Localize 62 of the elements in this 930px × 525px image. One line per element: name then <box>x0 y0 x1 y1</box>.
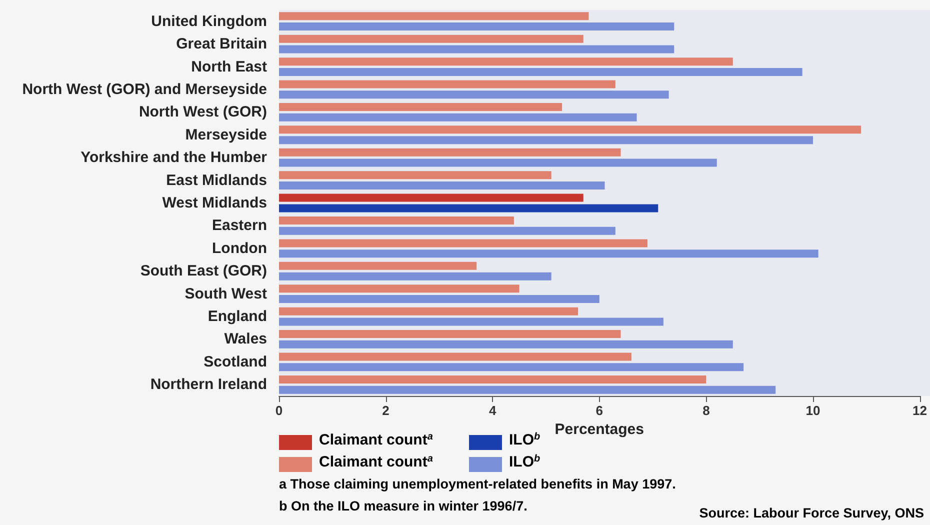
bar <box>279 272 552 280</box>
bar <box>279 352 632 361</box>
x-tick-label: 8 <box>702 403 710 418</box>
y-tick-label: London <box>212 240 267 257</box>
y-tick-label: Great Britain <box>176 36 267 53</box>
y-tick-label: United Kingdom <box>151 12 267 30</box>
bar <box>279 250 818 258</box>
y-tick-label: North East <box>191 58 268 76</box>
bar <box>279 375 706 384</box>
bar <box>279 113 637 122</box>
bar <box>279 363 744 372</box>
bar <box>279 58 733 66</box>
bar <box>279 158 717 167</box>
bar <box>279 239 648 248</box>
y-tick-label: Eastern <box>212 217 267 234</box>
bar <box>279 126 862 134</box>
y-tick-label: England <box>208 308 267 326</box>
x-tick-label: 0 <box>275 403 283 418</box>
bar <box>279 45 674 54</box>
bar <box>279 262 477 270</box>
bar <box>279 386 776 394</box>
bar <box>279 330 621 338</box>
x-tick-label: 6 <box>596 403 603 418</box>
bar <box>279 12 589 20</box>
y-tick-label: Yorkshire and the Humber <box>80 149 268 166</box>
bar <box>279 340 733 348</box>
bar <box>279 295 600 304</box>
bar <box>279 136 813 144</box>
text: b On the ILO measure in winter 1996/7. <box>279 498 528 514</box>
bar <box>279 34 584 43</box>
bar <box>279 284 520 293</box>
bar <box>279 171 552 180</box>
bar <box>279 80 616 88</box>
x-tick-label: 2 <box>382 403 390 418</box>
x-axis-title: Percentages <box>554 420 644 438</box>
y-tick-label: Wales <box>224 330 267 348</box>
y-tick-label: West Midlands <box>162 194 267 212</box>
bar <box>279 216 514 225</box>
y-tick-label: North West (GOR) and Merseyside <box>22 80 267 98</box>
y-tick-label: Merseyside <box>185 126 267 144</box>
source-note: Source: Labour Force Survey, ONS <box>699 506 924 520</box>
text: a Those claiming unemployment-related benefits in May 1997. <box>279 476 676 492</box>
x-tick-label: 10 <box>806 403 820 418</box>
bar <box>279 102 562 111</box>
y-tick-label: Northern Ireland <box>150 376 267 394</box>
bar <box>279 90 669 99</box>
x-tick-label: 4 <box>488 403 497 418</box>
bar <box>279 204 658 212</box>
y-tick-label: North West (GOR) <box>138 104 267 121</box>
y-tick-label: Scotland <box>204 353 267 370</box>
bar <box>279 194 584 202</box>
bar <box>279 318 664 326</box>
bar <box>279 226 616 235</box>
y-tick-label: East Midlands <box>166 172 267 189</box>
bar <box>279 68 802 76</box>
bar <box>279 22 674 31</box>
y-tick-label: South East (GOR) <box>140 262 267 280</box>
x-tick-label: 12 <box>912 403 928 418</box>
bar <box>279 307 578 316</box>
bar <box>279 181 605 190</box>
bar <box>279 148 621 156</box>
y-tick-label: South West <box>184 285 267 302</box>
